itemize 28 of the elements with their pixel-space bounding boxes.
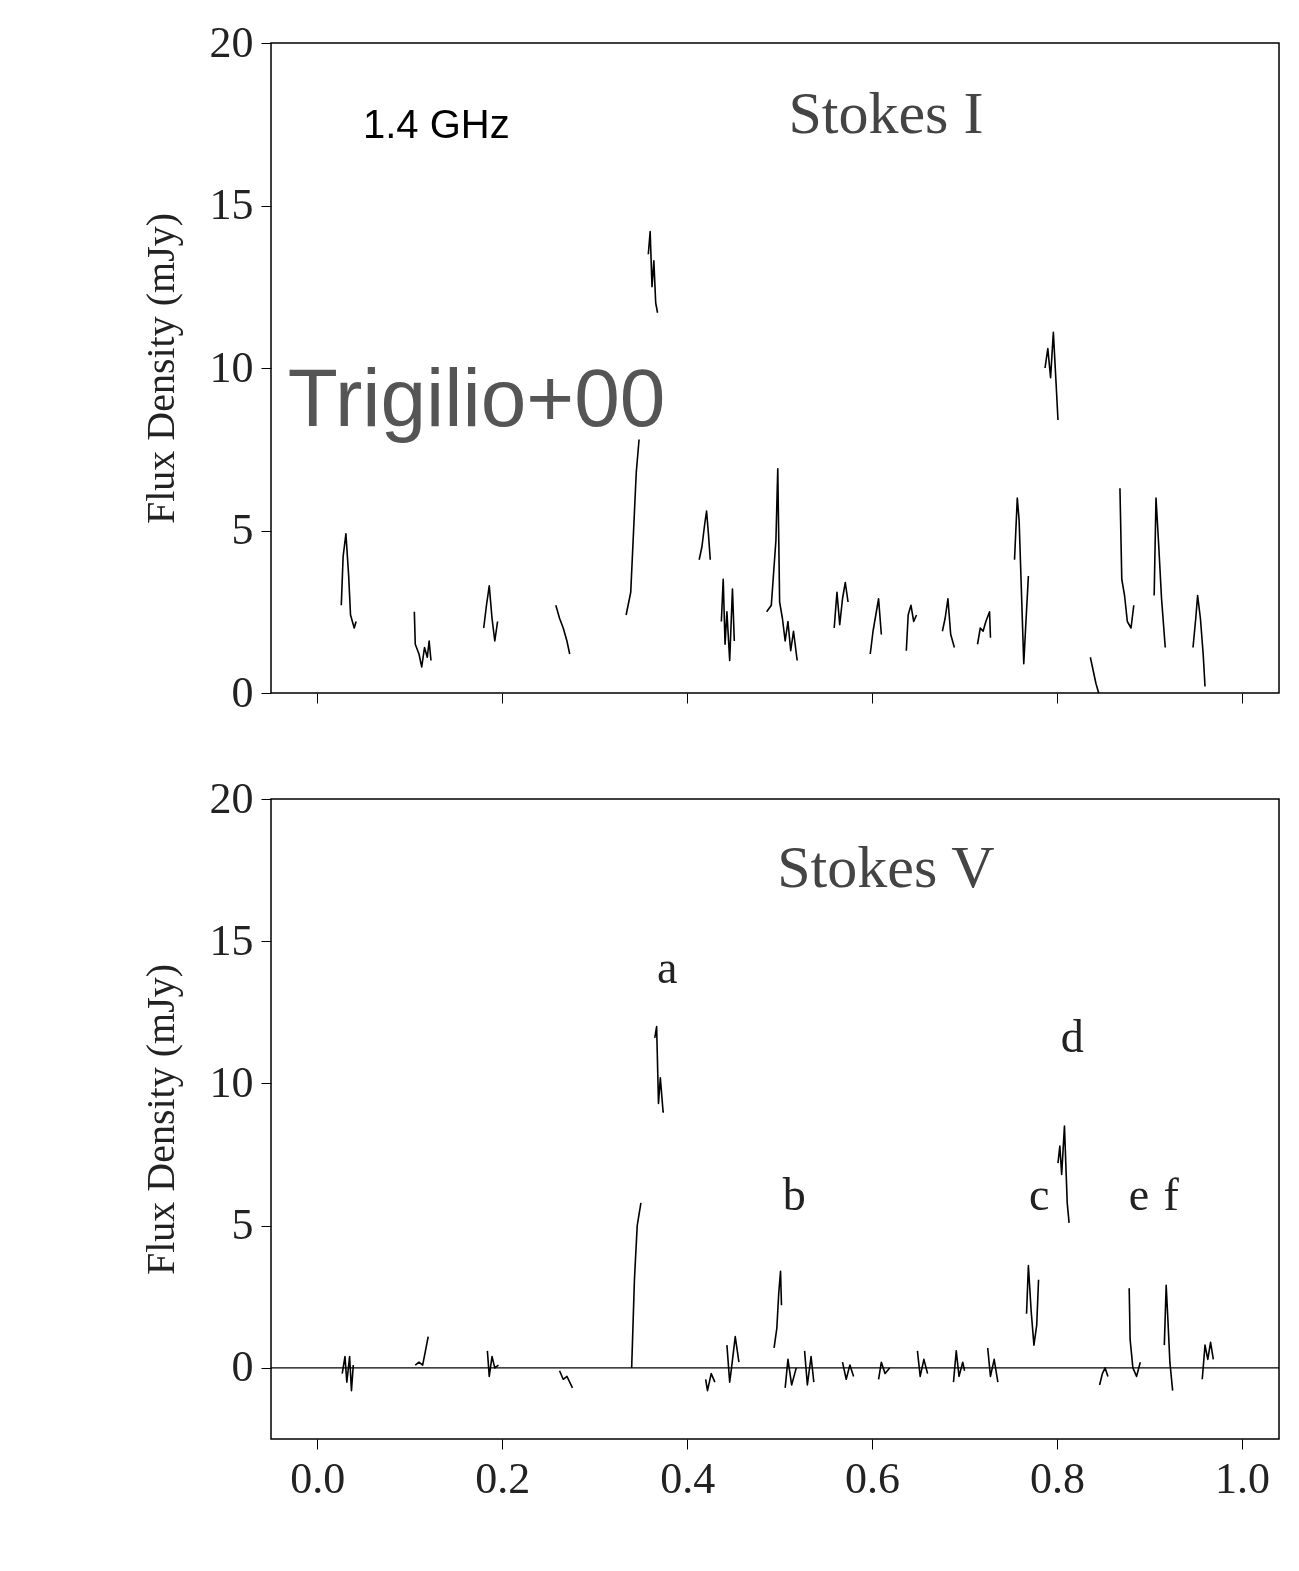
text: Stokes V [777,834,995,901]
x-tick-label: 0.8 [1030,1453,1086,1503]
y-tick-label: 15 [209,915,254,965]
annotation: e [1128,1169,1150,1221]
annotation: c [1028,1169,1050,1221]
y-axis-title: Flux Density (mJy) [137,963,183,1276]
y-tick-label: 15 [209,180,254,229]
y-tick-label: 0 [231,1342,254,1392]
y-axis-title: Flux Density (mJy) [137,212,183,525]
annotation: f [1163,1169,1180,1221]
y-tick-label: 5 [231,1200,254,1250]
y-tick-label: 10 [209,1057,254,1107]
annotation: a [656,942,678,994]
y-tick-label: 10 [209,342,254,392]
x-tick-label: 1.0 [1215,1453,1271,1503]
x-tick-label: 0.2 [475,1453,531,1503]
annotation: d [1060,1010,1084,1062]
annotation: 1.4 GHz [362,101,510,146]
x-tick-label: 0.0 [290,1453,346,1503]
y-tick-label: 5 [231,505,254,554]
x-tick-label: 0.4 [660,1453,716,1503]
text: Stokes I [788,79,984,146]
annotation: Trigilio+00 [287,351,666,443]
y-tick-label: 20 [209,773,254,823]
annotation: b [782,1169,806,1221]
x-tick-label: 0.6 [845,1453,901,1503]
y-tick-label: 20 [209,17,254,67]
y-tick-label: 0 [231,667,254,717]
